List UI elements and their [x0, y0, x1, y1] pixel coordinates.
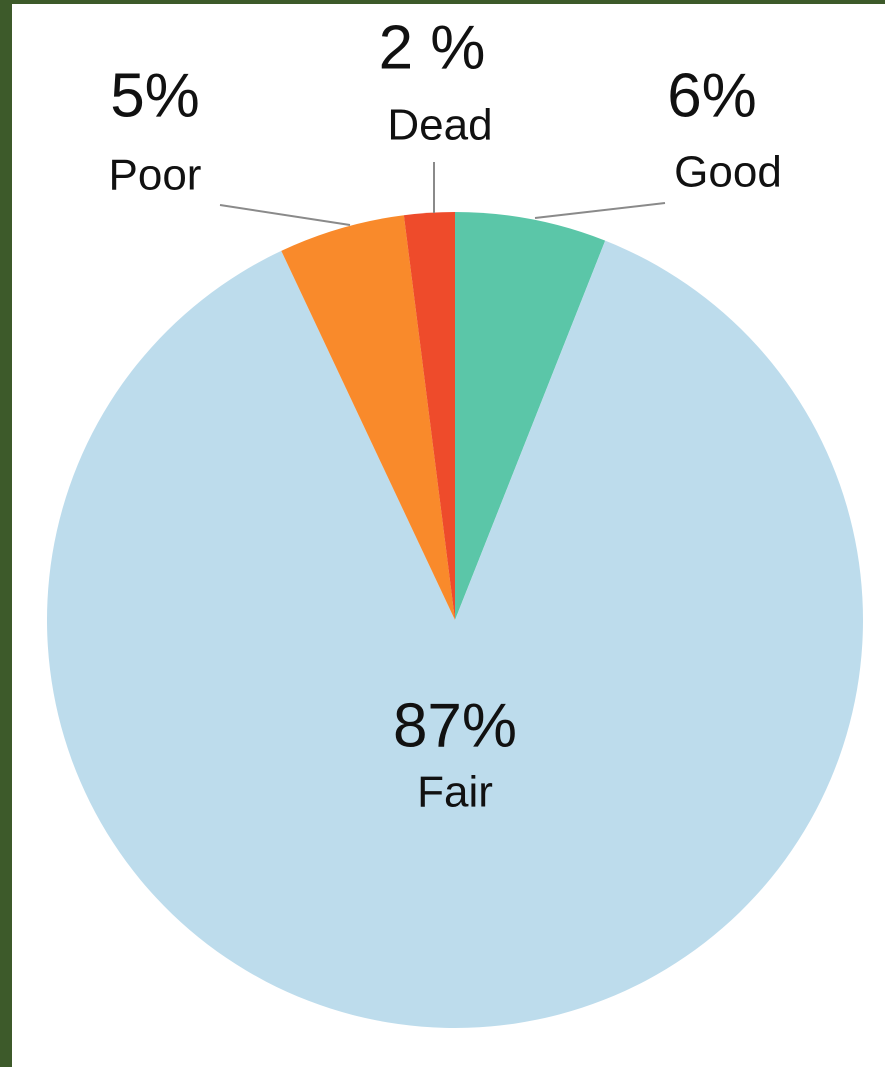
category-label: Poor	[109, 151, 202, 200]
value-label: 6%	[667, 61, 757, 130]
pie-slice	[46, 240, 864, 1029]
pie-slice	[403, 212, 455, 620]
pie-slice	[281, 215, 455, 620]
pie-slice	[455, 212, 606, 620]
value-label: 87%	[393, 691, 517, 760]
category-label: Good	[674, 148, 782, 197]
value-label: 5%	[110, 61, 200, 130]
leader-line	[219, 204, 351, 226]
value-label: 2 %	[379, 13, 486, 82]
leader-line	[534, 202, 666, 219]
category-label: Dead	[387, 101, 492, 150]
category-label: Fair	[417, 768, 493, 817]
